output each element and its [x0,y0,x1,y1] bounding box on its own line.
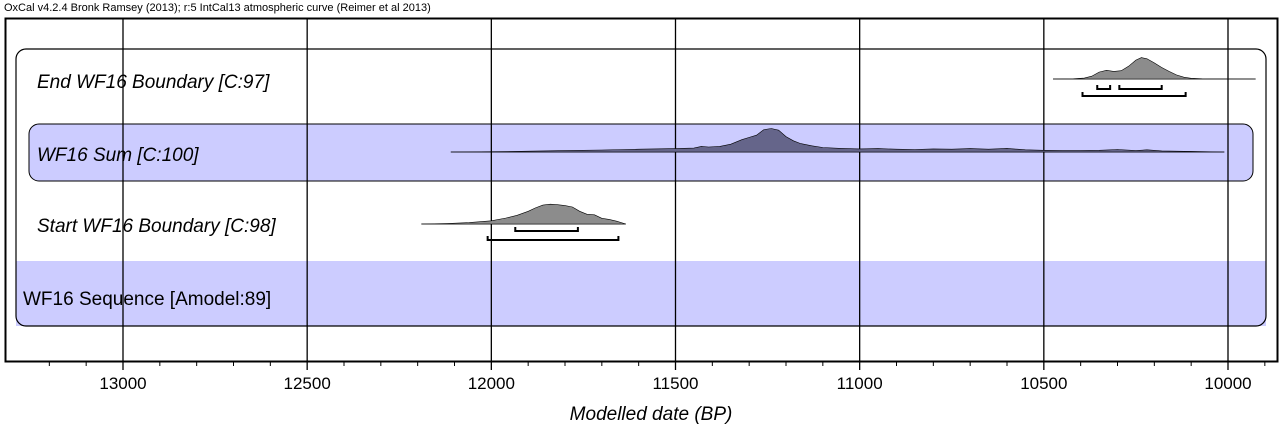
row-0-hpd68-0 [1096,85,1112,90]
tick-label-10000: 10000 [1204,374,1251,393]
row-0-hpd68-1 [1118,85,1163,90]
row-2-hpd95-0 [486,236,620,241]
tick-label-12500: 12500 [284,374,331,393]
row-1-density [450,128,1225,153]
plot-frame [4,17,1279,363]
gridlines [122,19,1229,361]
x-axis-label: Modelled date (BP) [570,404,733,425]
tick-label-13000: 13000 [99,374,146,393]
sequence-outline [15,48,1267,327]
tick-label-10500: 10500 [1020,374,1067,393]
row-label-end-boundary: End WF16 Boundary [C:97] [37,72,270,93]
sequence-band [16,261,1266,326]
row-label-sequence: WF16 Sequence [Amodel:89] [23,289,271,310]
tick-label-12000: 12000 [468,374,515,393]
row-label-sum: WF16 Sum [C:100] [37,145,199,166]
sum-band [28,123,1254,182]
row-0-hpd95-0 [1081,92,1187,97]
tick-label-11000: 11000 [837,374,883,393]
row-2-density [421,203,626,225]
row-label-start-boundary: Start WF16 Boundary [C:98] [37,216,276,237]
row-0-density [1052,57,1256,80]
axis-ticks [48,361,1266,370]
row-2-hpd68-0 [514,227,579,232]
distributions [421,57,1256,241]
axis-tick-labels: 13000 12500 12000 11500 11000 10500 10000 [99,374,1251,393]
header-credit: OxCal v4.2.4 Bronk Ramsey (2013); r:5 In… [4,2,431,14]
tick-label-11500: 11500 [652,374,698,393]
